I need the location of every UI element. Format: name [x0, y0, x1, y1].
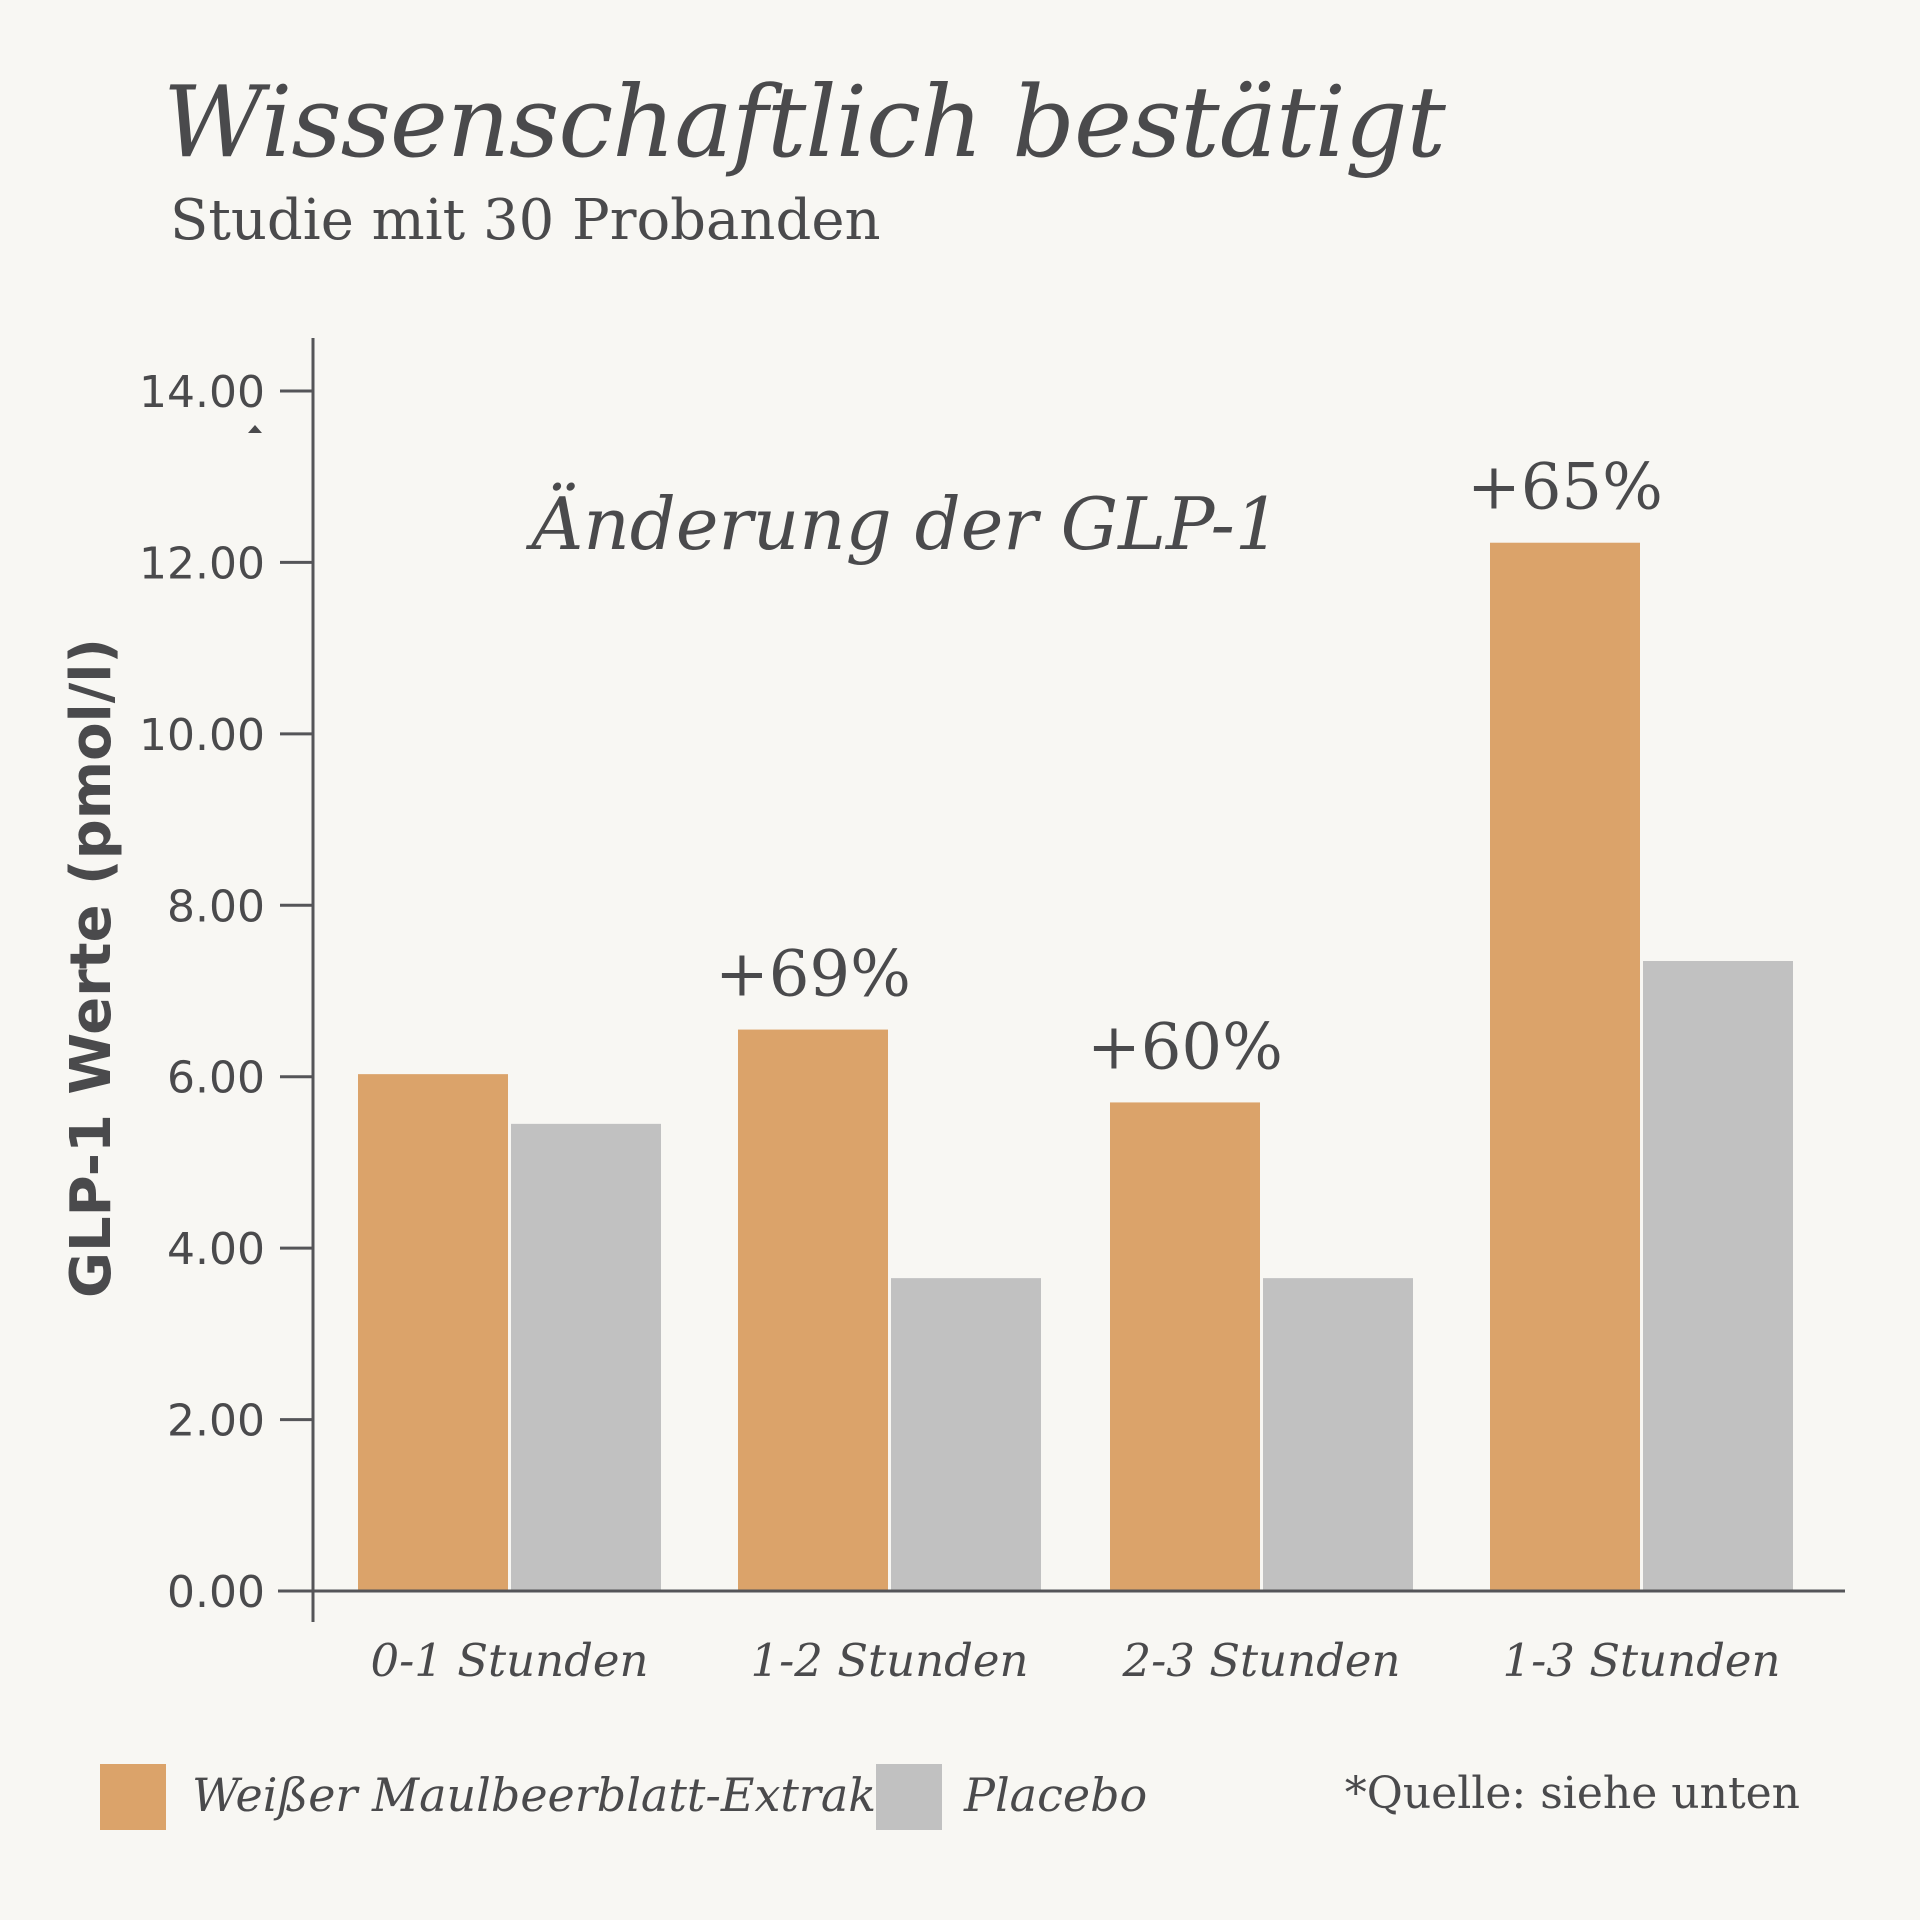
y-tick-label: 0.00: [167, 1567, 265, 1618]
bar-extract-2: [1110, 1102, 1260, 1591]
legend-label-extract: Weißer Maulbeerblatt-Extrakt: [192, 1768, 895, 1822]
bar-annotation: +65%: [1467, 451, 1663, 525]
y-tick-label: 2.00: [167, 1396, 265, 1447]
x-category-label: 1-3 Stunden: [1502, 1634, 1780, 1687]
bar-placebo-3: [1643, 961, 1793, 1591]
x-category-label: 1-2 Stunden: [750, 1634, 1028, 1687]
y-tick-label: 8.00: [167, 881, 265, 932]
bar-placebo-2: [1263, 1278, 1413, 1591]
bar-placebo-1: [891, 1278, 1041, 1591]
page-title: Wissenschaftlich bestätigt: [163, 66, 1446, 180]
legend-swatch-placebo: [876, 1764, 942, 1830]
bar-extract-1: [738, 1029, 888, 1591]
category-labels-group: 0-1 Stunden 1-2 Stunden 2-3 Stunden 1-3 Stu…: [370, 1634, 1780, 1687]
page-subtitle: Studie mit 30 Probanden: [170, 188, 881, 253]
bar-annotation: +69%: [715, 938, 911, 1012]
legend-swatch-extract: [100, 1764, 166, 1830]
y-tick-label: 4.00: [167, 1224, 265, 1275]
y-tick-label: 10.00: [139, 710, 265, 761]
y-axis-label: GLP-1 Werte (pmol/l): [59, 638, 124, 1298]
y-ticks-group: 0.00 2.00 4.00 6.00 8.00 10.00 12.00 14.00: [139, 367, 313, 1618]
axes-group: [248, 338, 1845, 1622]
chart-title: Änderung der GLP-1: [525, 481, 1280, 566]
legend-label-placebo: Placebo: [964, 1768, 1148, 1822]
y-tick-label: 12.00: [139, 538, 265, 589]
bar-annotation: +60%: [1087, 1010, 1283, 1084]
bars-group: [358, 542, 1793, 1591]
legend: Weißer Maulbeerblatt-Extrakt Placebo: [100, 1762, 1820, 1832]
x-category-label: 0-1 Stunden: [370, 1634, 648, 1687]
annotations-group: +69% +60% +65%: [715, 451, 1663, 1085]
bar-extract-0: [358, 1074, 508, 1591]
bar-extract-3: [1490, 542, 1640, 1591]
axis-marker-icon: [248, 425, 262, 433]
source-footnote: *Quelle: siehe unten: [1344, 1768, 1800, 1819]
y-tick-label: 14.00: [139, 367, 265, 418]
y-tick-label: 6.00: [167, 1053, 265, 1104]
bar-placebo-0: [511, 1123, 661, 1591]
x-category-label: 2-3 Stunden: [1121, 1634, 1400, 1687]
